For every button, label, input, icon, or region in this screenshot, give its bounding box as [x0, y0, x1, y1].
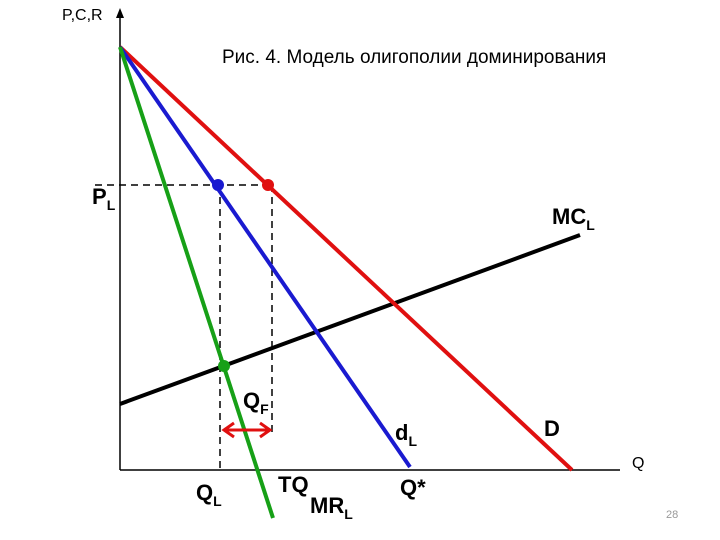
tq-label: TQ: [278, 472, 309, 497]
ql-label: QL: [196, 480, 222, 509]
y-axis-label: P,C,R: [62, 7, 103, 24]
dl-line: [118, 45, 412, 469]
mrl-label: MRL: [310, 493, 353, 522]
mr-line: [118, 46, 275, 519]
y-arrow: [116, 8, 124, 18]
dot: [262, 179, 274, 191]
mc-line: [119, 233, 581, 406]
qf-arrow: [221, 421, 273, 439]
dot: [218, 360, 230, 372]
title: Рис. 4. Модель олигополии доминирования: [222, 47, 606, 68]
d-label: D: [544, 416, 560, 441]
mcl-label: MCL: [552, 204, 595, 233]
qf-label: QF: [243, 388, 269, 417]
page-number: 28: [666, 509, 678, 521]
demand-line: [118, 45, 574, 472]
guides: [95, 184, 273, 470]
qstar-label: Q*: [400, 475, 426, 500]
x-axis-label: Q: [632, 455, 644, 472]
dot: [212, 179, 224, 191]
dl-label: dL: [395, 420, 417, 449]
pl-label: PL: [92, 184, 116, 213]
